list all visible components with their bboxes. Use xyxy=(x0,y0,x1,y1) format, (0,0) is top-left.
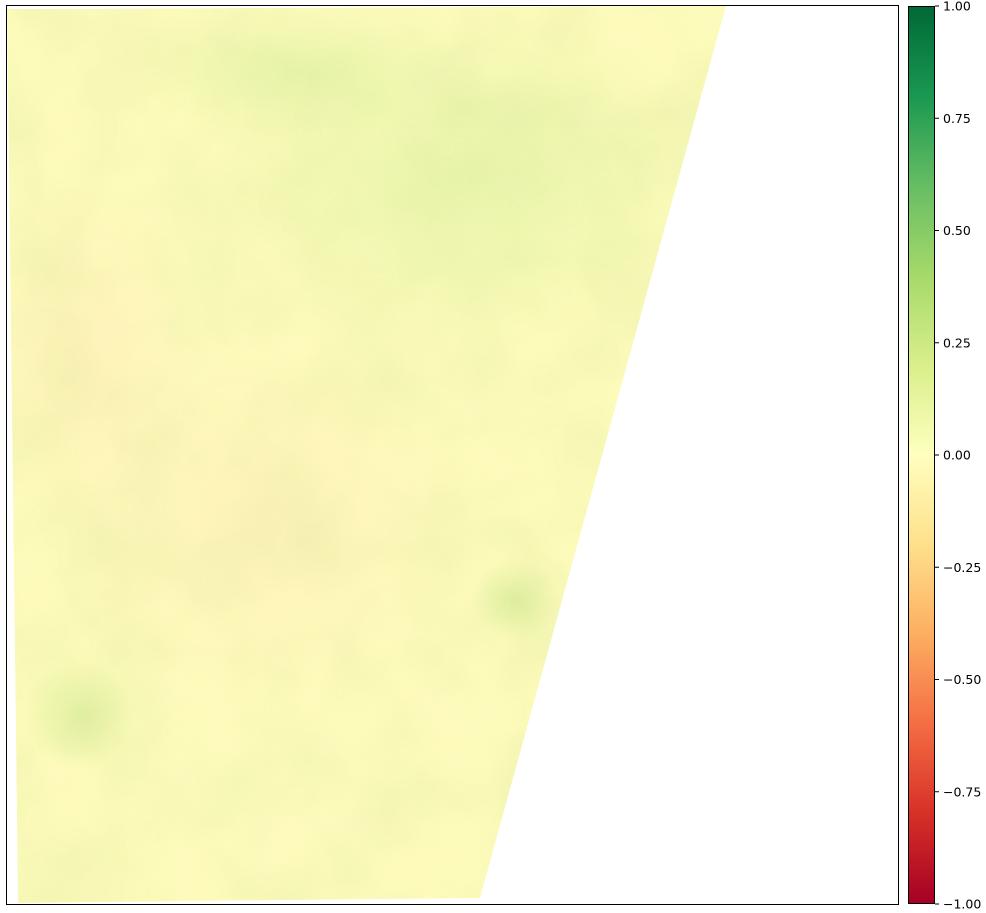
colorbar-tick-label: 0.00 xyxy=(943,448,971,463)
colorbar-tick-label: 1.00 xyxy=(943,0,971,14)
colorbar-tick-label: −0.50 xyxy=(943,672,981,687)
colorbar-gradient xyxy=(908,6,935,904)
plot-frame xyxy=(6,5,899,905)
colorbar-tick-label: 0.75 xyxy=(943,111,971,126)
colorbar-tick-label: −0.25 xyxy=(943,560,981,575)
colorbar-ticks: 1.00 0.75 0.50 0.25 0.00 −0.25 −0.50 −0.75 −1.00 xyxy=(935,0,981,912)
map-axes xyxy=(6,5,899,905)
colorbar-frame xyxy=(908,6,935,904)
colorbar: 1.00 0.75 0.50 0.25 0.00 −0.25 −0.50 −0.75 −1.00 xyxy=(908,0,981,912)
colorbar-tick-label: −0.75 xyxy=(943,784,981,799)
colorbar-tick-label: −1.00 xyxy=(943,897,981,912)
colorbar-tick-label: 0.50 xyxy=(943,223,971,238)
colorbar-tick-label: 0.25 xyxy=(943,335,971,350)
